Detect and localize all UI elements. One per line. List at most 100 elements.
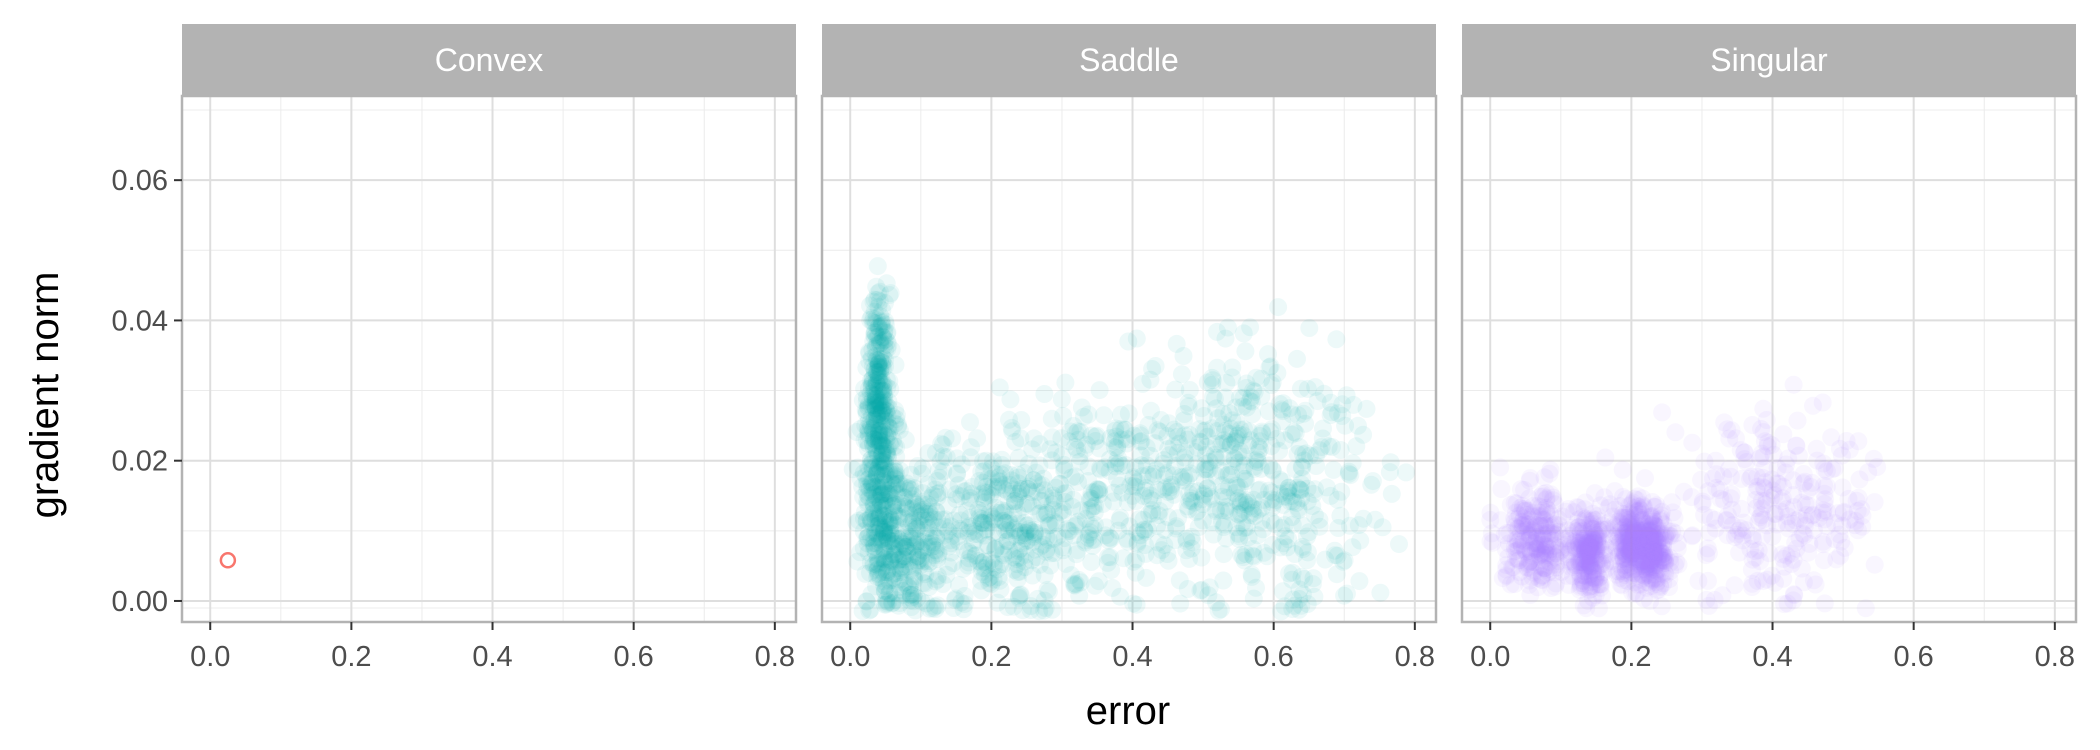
data-point xyxy=(1533,551,1552,570)
data-point xyxy=(1642,577,1661,596)
data-point xyxy=(919,554,938,573)
data-point xyxy=(1518,558,1537,577)
data-point xyxy=(868,498,887,517)
data-point xyxy=(1644,510,1663,529)
data-point xyxy=(890,474,909,493)
data-point xyxy=(1096,526,1115,545)
data-point xyxy=(1230,529,1248,548)
data-point xyxy=(914,552,933,571)
data-point xyxy=(1041,556,1060,575)
data-point xyxy=(1614,549,1633,568)
data-point xyxy=(1025,525,1044,544)
data-point xyxy=(1643,541,1662,560)
data-point xyxy=(1697,590,1716,609)
data-point xyxy=(870,436,889,455)
data-point xyxy=(893,557,911,576)
data-point xyxy=(1292,567,1311,586)
data-point xyxy=(1543,525,1562,544)
data-point xyxy=(888,506,907,525)
data-point xyxy=(1653,565,1672,583)
data-point xyxy=(1577,543,1595,562)
data-point xyxy=(1231,442,1250,461)
data-point xyxy=(1642,507,1661,526)
data-point xyxy=(1076,533,1095,552)
data-point xyxy=(865,418,883,437)
data-point xyxy=(934,447,953,466)
data-point xyxy=(1243,546,1262,565)
data-point xyxy=(863,482,882,501)
data-point xyxy=(1723,500,1741,519)
data-point xyxy=(1291,481,1310,500)
data-point xyxy=(1620,554,1638,573)
data-point xyxy=(1275,597,1294,616)
data-point xyxy=(1229,489,1248,508)
data-point xyxy=(1007,528,1026,546)
data-point xyxy=(900,517,918,536)
data-point xyxy=(928,484,947,503)
data-point xyxy=(1024,471,1043,490)
data-point xyxy=(1593,516,1612,535)
data-point xyxy=(1817,462,1836,481)
data-point xyxy=(1859,463,1878,482)
data-point xyxy=(1803,473,1822,492)
data-point xyxy=(1620,542,1639,561)
data-point xyxy=(1625,537,1644,555)
data-point xyxy=(862,450,881,469)
data-point xyxy=(865,435,884,453)
data-point xyxy=(1536,544,1555,563)
data-point xyxy=(1583,561,1602,580)
data-point xyxy=(1527,516,1546,535)
data-point xyxy=(1646,543,1665,562)
data-point xyxy=(1654,544,1673,563)
data-point xyxy=(1042,544,1061,563)
data-point xyxy=(1024,471,1043,490)
data-point xyxy=(1614,533,1633,552)
data-point xyxy=(873,530,892,549)
data-point xyxy=(1108,436,1127,455)
data-point xyxy=(889,596,908,615)
data-point xyxy=(887,485,906,504)
data-point xyxy=(1055,529,1074,548)
data-point xyxy=(1126,563,1145,582)
data-point xyxy=(926,443,945,462)
data-point xyxy=(1659,522,1678,541)
data-point xyxy=(1849,488,1868,507)
data-point xyxy=(1499,534,1518,553)
data-point xyxy=(1631,551,1650,570)
data-point xyxy=(880,514,899,533)
data-point xyxy=(1834,502,1853,521)
data-point xyxy=(1023,440,1042,459)
data-point xyxy=(869,367,888,386)
data-point xyxy=(1762,470,1781,489)
data-point xyxy=(1084,519,1103,538)
data-point xyxy=(878,484,897,503)
data-point xyxy=(1815,460,1834,478)
data-point xyxy=(1539,546,1557,564)
data-point xyxy=(871,352,890,371)
data-point xyxy=(875,553,894,572)
data-point xyxy=(1641,541,1660,560)
data-point xyxy=(1017,494,1036,513)
data-point xyxy=(1196,455,1215,474)
data-point xyxy=(1215,515,1234,534)
grid-lines xyxy=(182,96,796,622)
data-point xyxy=(877,541,896,560)
data-point xyxy=(854,464,873,482)
data-point xyxy=(891,559,910,578)
data-point xyxy=(1281,492,1299,511)
data-point xyxy=(1783,514,1802,533)
data-point xyxy=(867,363,886,382)
data-point xyxy=(1053,446,1072,465)
data-point xyxy=(875,541,894,560)
data-point xyxy=(950,505,969,524)
data-point xyxy=(1650,542,1669,561)
data-point xyxy=(1535,468,1554,487)
data-point xyxy=(1192,548,1211,567)
data-point xyxy=(1583,539,1602,558)
data-point xyxy=(878,548,897,567)
data-point xyxy=(872,478,891,497)
data-point xyxy=(991,580,1010,599)
data-point xyxy=(1784,486,1803,505)
data-point xyxy=(1633,540,1652,559)
data-point xyxy=(1600,495,1619,514)
